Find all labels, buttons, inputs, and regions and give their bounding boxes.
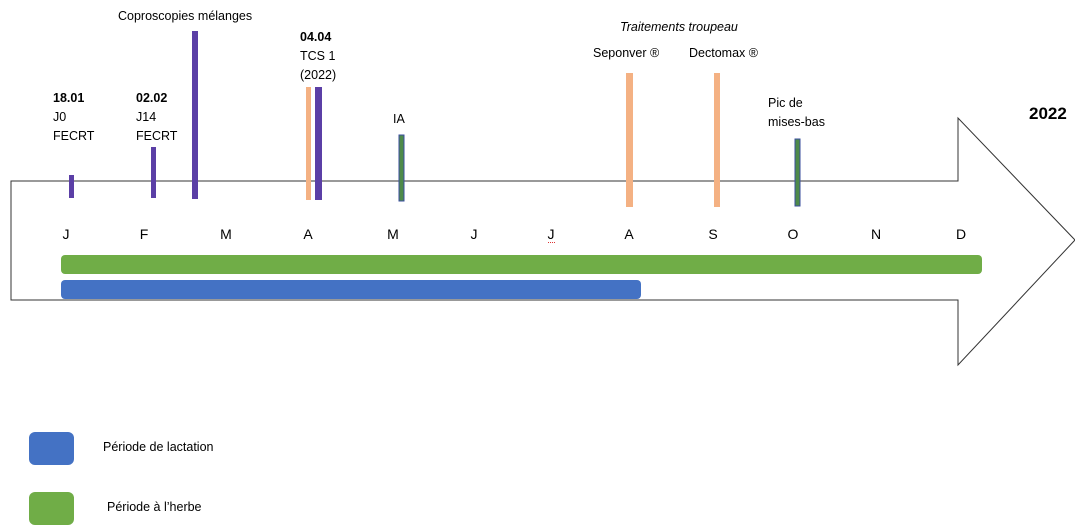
month-label: D bbox=[951, 226, 971, 242]
lactation-period-bar bbox=[61, 280, 641, 299]
legend-label-lactation: Période de lactation bbox=[103, 440, 214, 454]
month-label: F bbox=[134, 226, 154, 242]
legend-swatch-grazing bbox=[29, 492, 74, 525]
month-label: J bbox=[56, 226, 76, 242]
coproscopies-label: Coproscopies mélanges bbox=[118, 8, 252, 24]
event-bar-dectomax bbox=[714, 73, 720, 207]
month-label: N bbox=[866, 226, 886, 242]
event-bar-feb-fecrt bbox=[151, 147, 156, 198]
event-date: 04.04 bbox=[300, 29, 331, 45]
year-label: 2022 bbox=[1029, 104, 1067, 124]
seponver-label: Seponver ® bbox=[593, 45, 659, 61]
event-label: J0 bbox=[53, 109, 66, 125]
event-date: 02.02 bbox=[136, 90, 167, 106]
month-label: M bbox=[216, 226, 236, 242]
event-bar-ia bbox=[399, 135, 404, 201]
month-label-text: J bbox=[548, 226, 555, 243]
pic-label: Pic de bbox=[768, 95, 803, 111]
month-label: O bbox=[783, 226, 803, 242]
event-label: TCS 1 bbox=[300, 48, 335, 64]
month-label: M bbox=[383, 226, 403, 242]
ia-label: IA bbox=[393, 111, 405, 127]
event-bar-pic-mises-bas bbox=[795, 139, 800, 206]
event-label: FECRT bbox=[53, 128, 94, 144]
month-label: A bbox=[619, 226, 639, 242]
event-bar-apr-salmon bbox=[306, 87, 311, 200]
treatments-title: Traitements troupeau bbox=[620, 19, 738, 35]
month-label: S bbox=[703, 226, 723, 242]
month-label: A bbox=[298, 226, 318, 242]
pic-label: mises-bas bbox=[768, 114, 825, 130]
event-date: 18.01 bbox=[53, 90, 84, 106]
event-bar-jan-fecrt bbox=[69, 175, 74, 198]
grazing-period-bar bbox=[61, 255, 982, 274]
month-label: J bbox=[541, 226, 561, 242]
event-label: FECRT bbox=[136, 128, 177, 144]
event-bar-seponver bbox=[626, 73, 633, 207]
event-bar-coproscopies bbox=[192, 31, 198, 199]
event-bar-apr-tcs bbox=[315, 87, 322, 200]
event-label: (2022) bbox=[300, 67, 336, 83]
event-label: J14 bbox=[136, 109, 156, 125]
dectomax-label: Dectomax ® bbox=[689, 45, 758, 61]
legend-swatch-lactation bbox=[29, 432, 74, 465]
month-label: J bbox=[464, 226, 484, 242]
legend-label-grazing: Période à l’herbe bbox=[107, 500, 202, 514]
